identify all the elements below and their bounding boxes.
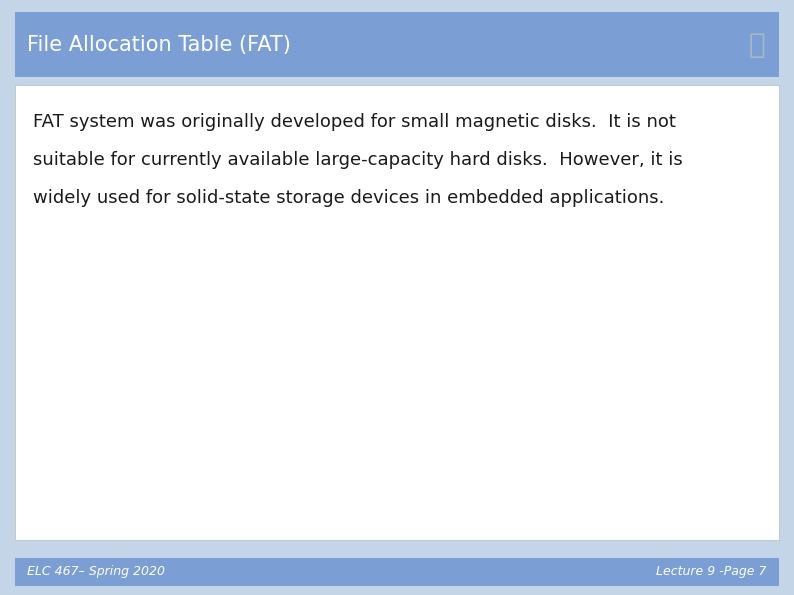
Text: File Allocation Table (FAT): File Allocation Table (FAT)	[27, 35, 291, 55]
Text: Lecture 9 -Page 7: Lecture 9 -Page 7	[657, 565, 767, 578]
Text: ELC 467– Spring 2020: ELC 467– Spring 2020	[27, 565, 165, 578]
Text: suitable for currently available large-capacity hard disks.  However, it is: suitable for currently available large-c…	[33, 151, 683, 169]
Text: 🔈: 🔈	[749, 30, 765, 58]
Bar	[15, 12, 779, 77]
Text: widely used for solid-state storage devices in embedded applications.: widely used for solid-state storage devi…	[33, 189, 665, 207]
Text: FAT system was originally developed for small magnetic disks.  It is not: FAT system was originally developed for …	[33, 113, 676, 131]
Bar	[15, 85, 779, 540]
Bar	[15, 558, 779, 586]
